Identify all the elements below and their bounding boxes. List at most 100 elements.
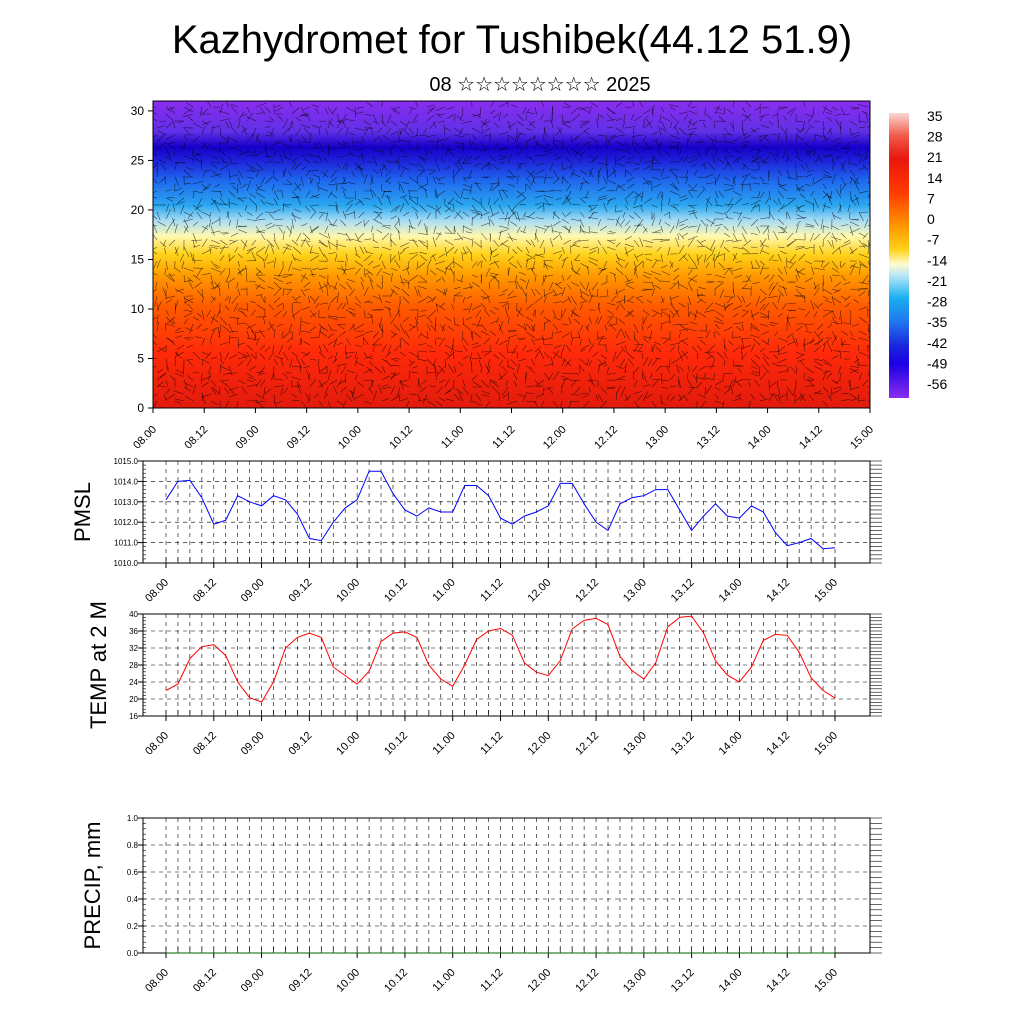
wind-barb (219, 164, 230, 171)
wind-barb (723, 302, 727, 311)
wind-barb (867, 385, 870, 388)
wind-barb (241, 127, 248, 133)
wind-barb (723, 204, 734, 206)
wind-barb (528, 120, 536, 129)
wind-barb (351, 171, 356, 178)
wind-barb (691, 162, 698, 168)
wind-barb (348, 288, 356, 297)
wind-barb (714, 134, 717, 143)
wind-barb (867, 134, 870, 137)
wind-barb (300, 400, 308, 408)
wind-barb (760, 330, 770, 336)
wind-barb (184, 395, 194, 402)
wind-barb (543, 319, 550, 325)
wind-barb (372, 218, 383, 225)
wind-barb (707, 280, 716, 283)
wind-barb (385, 169, 392, 177)
wind-barb (354, 393, 365, 399)
colorbar-label: 28 (927, 129, 943, 145)
wind-barb (385, 300, 392, 304)
wind-barb (840, 176, 846, 186)
wind-barb (599, 295, 608, 298)
wind-barb (241, 311, 248, 318)
wind-barb (183, 379, 188, 388)
wind-barb (560, 400, 563, 408)
wind-barb (565, 345, 572, 353)
wind-barb (191, 148, 194, 156)
wind-barb (820, 218, 824, 230)
wind-barb (813, 149, 816, 157)
wind-barb (552, 292, 563, 297)
wind-barb (548, 281, 554, 291)
wind-barb (651, 204, 658, 208)
wind-barb (183, 309, 193, 312)
wind-barb (184, 382, 194, 388)
wind-barb (741, 203, 750, 206)
wind-barb (299, 337, 302, 346)
wind-barb (165, 274, 174, 282)
wind-barb (299, 323, 302, 335)
wind-barb (782, 302, 788, 310)
wind-barb (671, 182, 680, 192)
wind-barb (579, 218, 584, 228)
wind-barb (282, 230, 285, 241)
wind-barb (564, 197, 572, 204)
wind-barb (498, 102, 509, 108)
wind-barb (412, 365, 419, 369)
wind-barb (369, 360, 374, 367)
wind-barb (175, 369, 185, 374)
wind-barb (255, 337, 260, 346)
wind-barb (224, 387, 230, 395)
wind-barb (768, 393, 779, 396)
wind-barb (358, 167, 365, 178)
wind-barb (534, 106, 537, 115)
wind-barb (705, 262, 710, 269)
wind-barb (291, 400, 300, 402)
wind-barb (689, 155, 698, 159)
wind-barb (156, 134, 165, 143)
wind-barb (642, 372, 648, 383)
wind-barb (840, 106, 845, 115)
wind-barb (834, 281, 842, 288)
wind-barb (320, 170, 329, 178)
wind-barb (368, 387, 374, 395)
wind-barb (363, 197, 371, 200)
x-tick-label: 13.00 (643, 424, 671, 452)
wind-barb (728, 340, 734, 346)
wind-barb (390, 317, 395, 325)
wind-barb (263, 386, 266, 398)
wind-barb (763, 145, 770, 150)
wind-barb (291, 385, 301, 388)
wind-barb (300, 124, 311, 129)
wind-barb (705, 197, 713, 206)
wind-barb (498, 393, 501, 402)
wind-barb (722, 400, 725, 408)
wind-barb (210, 125, 222, 129)
wind-barb (734, 379, 743, 388)
wind-barb (759, 191, 765, 199)
colorbar-label: -56 (927, 376, 947, 392)
wind-barb (663, 337, 671, 344)
wind-barb (759, 135, 768, 143)
wind-barb (822, 169, 830, 174)
wind-barb (173, 390, 185, 395)
wind-barb (609, 322, 617, 332)
wind-barb (714, 316, 724, 323)
wind-barb (156, 302, 159, 311)
wind-barb (626, 176, 635, 183)
wind-barb (182, 365, 185, 376)
wind-barb (432, 358, 437, 366)
wind-barb (221, 161, 230, 164)
wind-barb (210, 281, 215, 290)
wind-barb (237, 337, 240, 349)
wind-barb (520, 278, 527, 283)
wind-barb (840, 162, 846, 173)
wind-barb (795, 185, 804, 192)
wind-barb (183, 295, 187, 305)
wind-barb (219, 246, 230, 249)
wind-barb (732, 313, 739, 318)
wind-barb (399, 127, 404, 136)
wind-barb (372, 211, 382, 213)
wind-barb (390, 253, 392, 264)
wind-barb (435, 113, 443, 118)
